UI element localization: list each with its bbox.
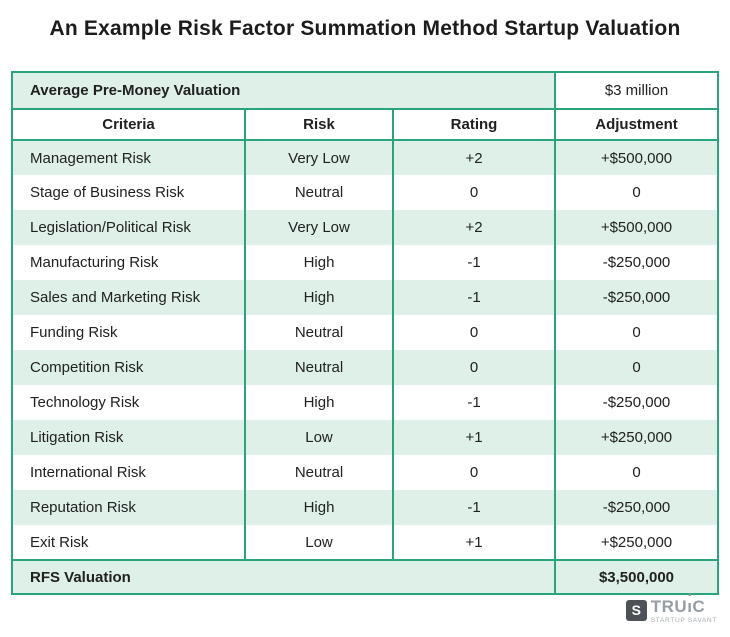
criteria-cell: Reputation Risk <box>30 499 136 516</box>
risk-cell: Neutral <box>244 175 393 210</box>
risk-cell: High <box>244 280 393 315</box>
risk-cell: Neutral <box>244 350 393 385</box>
criteria-cell: Litigation Risk <box>30 429 124 446</box>
adjustment-cell: 0 <box>554 315 718 350</box>
table-row: Competition Risk Neutral 0 0 <box>12 350 718 385</box>
column-header-risk: Risk <box>244 109 393 141</box>
adjustment-cell: 0 <box>554 175 718 210</box>
criteria-cell: Competition Risk <box>30 359 144 376</box>
adjustment-cell: -$250,000 <box>554 280 718 315</box>
table-row: Stage of Business Risk Neutral 0 0 <box>12 175 718 210</box>
risk-cell: Low <box>244 420 393 455</box>
table-row: Litigation Risk Low +1 +$250,000 <box>12 420 718 455</box>
adjustment-cell: -$250,000 <box>554 245 718 280</box>
adjustment-cell: +$250,000 <box>554 420 718 455</box>
table-row: Funding Risk Neutral 0 0 <box>12 315 718 350</box>
table-row: Manufacturing Risk High -1 -$250,000 <box>12 245 718 280</box>
criteria-cell: International Risk <box>30 464 146 481</box>
pre-money-row: Average Pre-Money Valuation $3 million <box>12 72 718 110</box>
risk-cell: High <box>244 245 393 280</box>
adjustment-cell: +$500,000 <box>554 210 718 245</box>
adjustment-cell: +$500,000 <box>554 140 718 175</box>
criteria-cell: Stage of Business Risk <box>30 184 185 201</box>
column-header-row: Criteria Risk Rating Adjustment <box>12 109 718 141</box>
rating-cell: +2 <box>392 140 555 175</box>
table-row: Exit Risk Low +1 +$250,000 <box>12 525 718 560</box>
rating-cell: 0 <box>392 315 555 350</box>
criteria-cell: Legislation/Political Risk <box>30 219 191 236</box>
logo-text-block: TRU ▲ ıC STARTUP SAVANT <box>650 593 717 624</box>
risk-cell: Very Low <box>244 140 393 175</box>
adjustment-cell: -$250,000 <box>554 490 718 525</box>
column-header-adjustment: Adjustment <box>554 109 718 141</box>
logo-brand-post: C <box>692 597 706 616</box>
risk-cell: High <box>244 385 393 420</box>
column-header-criteria: Criteria <box>12 109 245 141</box>
criteria-cell: Management Risk <box>30 149 151 167</box>
risk-cell: Low <box>244 525 393 560</box>
column-header-rating: Rating <box>392 109 555 141</box>
criteria-cell: Funding Risk <box>30 324 118 341</box>
truic-logo: S TRU ▲ ıC STARTUP SAVANT <box>625 593 717 624</box>
logo-brand: TRU ▲ ıC <box>650 593 717 616</box>
table-body: Management Risk Very Low +2 +$500,000 St… <box>12 140 718 560</box>
rating-cell: 0 <box>392 350 555 385</box>
adjustment-cell: -$250,000 <box>554 385 718 420</box>
rating-cell: +1 <box>392 420 555 455</box>
adjustment-cell: +$250,000 <box>554 525 718 560</box>
criteria-cell: Manufacturing Risk <box>30 254 159 271</box>
logo-tagline: STARTUP SAVANT <box>650 616 717 624</box>
criteria-cell: Technology Risk <box>30 394 140 411</box>
table-row: International Risk Neutral 0 0 <box>12 455 718 490</box>
logo-brand-pre: TRU <box>650 597 688 616</box>
rating-cell: 0 <box>392 455 555 490</box>
page-title: An Example Risk Factor Summation Method … <box>49 17 681 40</box>
risk-cell: High <box>244 490 393 525</box>
rfs-valuation-label: RFS Valuation <box>12 559 555 594</box>
logo-monogram: S <box>625 600 647 622</box>
rating-cell: -1 <box>392 280 555 315</box>
table-row: Management Risk Very Low +2 +$500,000 <box>12 140 718 175</box>
logo-brand-i: ▲ ı <box>687 593 693 616</box>
rating-cell: -1 <box>392 245 555 280</box>
adjustment-cell: 0 <box>554 455 718 490</box>
criteria-cell: Exit Risk <box>30 533 89 551</box>
rating-cell: 0 <box>392 175 555 210</box>
up-arrow-icon: ▲ <box>687 592 693 598</box>
rfs-valuation-row: RFS Valuation $3,500,000 <box>12 559 718 594</box>
adjustment-cell: 0 <box>554 350 718 385</box>
rating-cell: -1 <box>392 490 555 525</box>
rating-cell: +2 <box>392 210 555 245</box>
table-row: Reputation Risk High -1 -$250,000 <box>12 490 718 525</box>
pre-money-value: $3 million <box>554 72 718 110</box>
table-row: Sales and Marketing Risk High -1 -$250,0… <box>12 280 718 315</box>
table-row: Legislation/Political Risk Very Low +2 +… <box>12 210 718 245</box>
pre-money-label: Average Pre-Money Valuation <box>12 72 555 110</box>
risk-cell: Neutral <box>244 455 393 490</box>
risk-cell: Neutral <box>244 315 393 350</box>
logo-brand-i-letter: ı <box>687 597 693 616</box>
rating-cell: +1 <box>392 525 555 560</box>
rfs-valuation-value: $3,500,000 <box>554 559 718 594</box>
risk-cell: Very Low <box>244 210 393 245</box>
valuation-table: Average Pre-Money Valuation $3 million C… <box>11 71 719 595</box>
table-row: Technology Risk High -1 -$250,000 <box>12 385 718 420</box>
rating-cell: -1 <box>392 385 555 420</box>
criteria-cell: Sales and Marketing Risk <box>30 289 201 306</box>
